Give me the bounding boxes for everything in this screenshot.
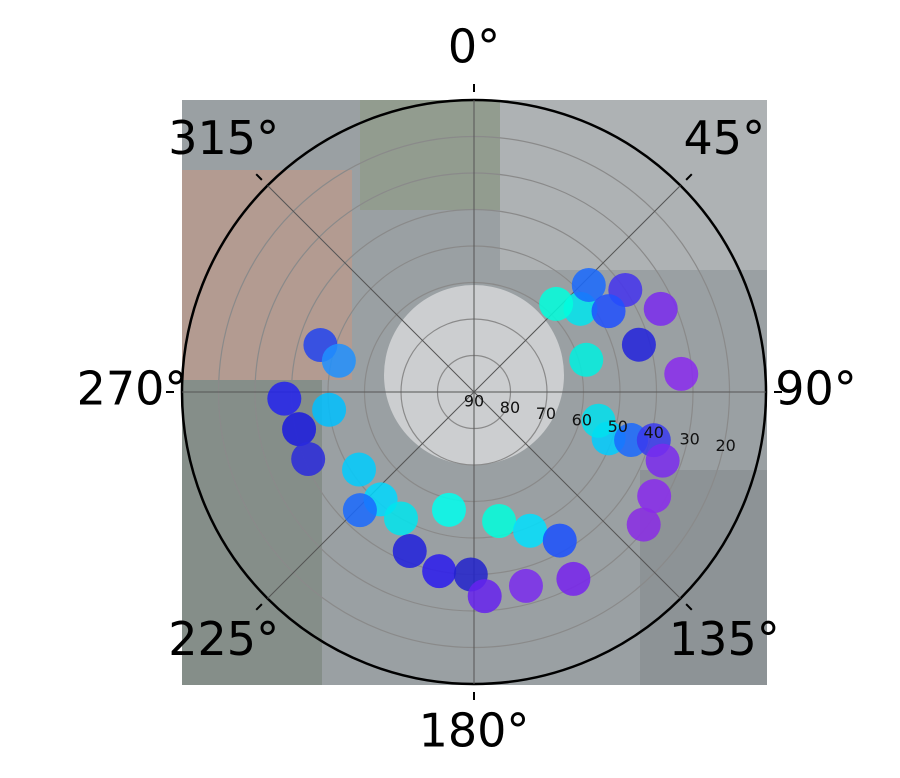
point — [627, 508, 661, 542]
theta-tick-label: 135° — [669, 612, 780, 666]
point — [342, 453, 376, 487]
r-tick-label: 30 — [679, 430, 699, 449]
r-tick-label: 40 — [644, 423, 664, 442]
r-tick-label: 70 — [536, 404, 556, 423]
point — [539, 287, 573, 321]
theta-tick-label: 180° — [419, 704, 530, 758]
point — [468, 579, 502, 613]
theta-tick-label: 225° — [168, 612, 279, 666]
point — [422, 554, 456, 588]
r-tick-label: 20 — [715, 436, 735, 455]
point — [569, 343, 603, 377]
r-tick-label: 60 — [572, 411, 592, 430]
point — [384, 501, 418, 535]
r-tick-label: 90 — [464, 392, 484, 411]
point — [312, 393, 346, 427]
point — [509, 569, 543, 603]
point — [556, 562, 590, 596]
point — [592, 294, 626, 328]
point — [513, 514, 547, 548]
r-tick-label: 50 — [608, 417, 628, 436]
theta-tick-label: 0° — [448, 20, 500, 74]
point — [622, 328, 656, 362]
point — [644, 292, 678, 326]
point — [543, 524, 577, 558]
point — [322, 344, 356, 378]
theta-tick-label: 45° — [684, 111, 766, 165]
point — [267, 382, 301, 416]
theta-tick-label: 315° — [168, 111, 279, 165]
r-tick-label: 80 — [500, 398, 520, 417]
point — [282, 412, 316, 446]
point — [393, 534, 427, 568]
point — [432, 493, 466, 527]
point — [482, 504, 516, 538]
chart: 90 80 70 60 50 40 30 20 0° 45° 90° 135° 180° 225° 270°… — [0, 0, 900, 778]
theta-tick-label: 270° — [77, 362, 188, 416]
point — [646, 444, 680, 478]
theta-tick-label: 90° — [775, 362, 857, 416]
point — [291, 442, 325, 476]
point — [343, 493, 377, 527]
point — [664, 357, 698, 391]
